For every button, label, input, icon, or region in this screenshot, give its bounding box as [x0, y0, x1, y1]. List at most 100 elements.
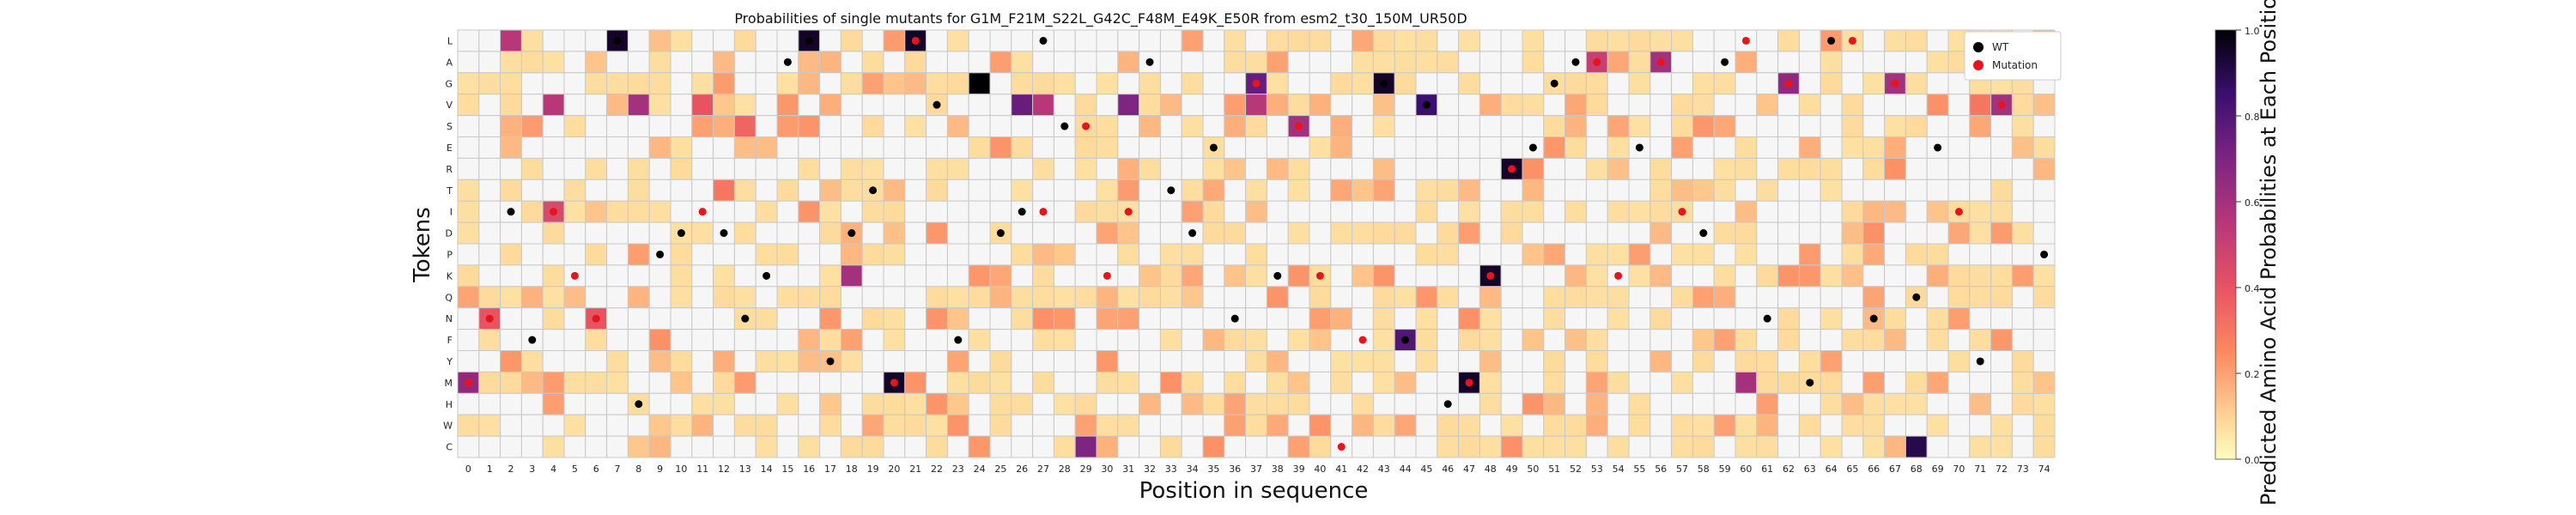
heatmap-cell [1117, 350, 1140, 373]
heatmap-cell [1181, 179, 1204, 202]
heatmap-cell [670, 115, 693, 138]
heatmap-cell [1692, 136, 1715, 159]
heatmap-cell [1352, 371, 1374, 394]
heatmap-cell [1479, 136, 1502, 159]
heatmap-cell [883, 136, 906, 159]
heatmap-cell [1309, 115, 1332, 138]
heatmap-cell [1841, 115, 1864, 138]
heatmap-cell [1352, 72, 1374, 95]
heatmap-cell [1352, 350, 1374, 373]
heatmap-cell [1096, 29, 1119, 52]
heatmap-cell [1245, 179, 1267, 202]
heatmap-cell [713, 435, 735, 458]
heatmap-cell [1735, 371, 1758, 394]
heatmap-cell [1671, 435, 1693, 458]
heatmap-cell [1458, 115, 1480, 138]
heatmap-cell [2011, 414, 2034, 437]
heatmap-cell [478, 29, 501, 52]
heatmap-cell [1352, 157, 1374, 180]
heatmap-cell [2032, 307, 2056, 330]
heatmap-cell [606, 94, 629, 117]
heatmap-cell [1926, 264, 1949, 288]
heatmap-cell [1245, 371, 1267, 394]
heatmap-cell [1543, 51, 1566, 74]
y-axis-label: Tokens [410, 207, 435, 283]
heatmap-cell [1543, 414, 1566, 437]
heatmap-cell [1905, 350, 1928, 373]
heatmap-cell [1543, 329, 1566, 352]
heatmap-cell [1735, 264, 1758, 288]
heatmap-cell [840, 350, 863, 373]
heatmap-cell [478, 243, 501, 266]
heatmap-cell [1415, 221, 1438, 245]
heatmap-cell [1479, 115, 1502, 138]
heatmap-cell [1607, 179, 1630, 202]
heatmap-cell [1287, 221, 1310, 245]
heatmap-cell [989, 179, 1012, 202]
heatmap-cell [2032, 200, 2056, 223]
heatmap-cell [1202, 72, 1225, 95]
heatmap-cell [1330, 72, 1353, 95]
heatmap-cell [1564, 392, 1587, 415]
wt-marker [720, 229, 728, 238]
heatmap-cell [926, 72, 948, 95]
heatmap-cell [946, 115, 969, 138]
heatmap-cell [1415, 200, 1438, 223]
heatmap-cell [1841, 179, 1864, 202]
heatmap-cell [520, 435, 544, 458]
y-tick-label: E [447, 142, 453, 154]
heatmap-cell [1649, 179, 1673, 202]
heatmap-cell [713, 157, 735, 180]
heatmap-cell [1735, 200, 1758, 223]
heatmap-cell [840, 392, 863, 415]
colorbar-tick-label: 0.8 [2245, 112, 2260, 123]
heatmap-cell [1458, 157, 1480, 180]
heatmap-cell [1309, 435, 1332, 458]
heatmap-cell [1947, 264, 1971, 288]
heatmap-cell [2032, 157, 2056, 180]
heatmap-cell [670, 29, 693, 52]
heatmap-cell [1074, 243, 1097, 266]
heatmap-cell [1117, 115, 1140, 138]
heatmap-cell [1905, 243, 1928, 266]
x-tick-label: 51 [1548, 464, 1560, 475]
heatmap-cell [755, 29, 778, 52]
heatmap-cell [1564, 136, 1587, 159]
heatmap-cell [861, 350, 884, 373]
heatmap-cell [1628, 350, 1651, 373]
heatmap-cell [1607, 115, 1630, 138]
heatmap-cell [861, 94, 884, 117]
heatmap-cell [713, 329, 735, 352]
heatmap-cell [1649, 136, 1673, 159]
heatmap-cell [861, 221, 884, 245]
heatmap-cell [798, 329, 821, 352]
heatmap-cell [883, 72, 906, 95]
heatmap-cell [1181, 200, 1204, 223]
heatmap-cell [670, 157, 693, 180]
heatmap-cell [755, 94, 778, 117]
x-tick-label: 6 [593, 464, 599, 475]
heatmap-cell [585, 136, 608, 159]
x-tick-label: 25 [994, 464, 1006, 475]
heatmap-cell [1543, 29, 1566, 52]
heatmap-cell [457, 136, 480, 159]
heatmap-cell [1074, 264, 1097, 288]
heatmap-cell [1905, 392, 1928, 415]
heatmap-cell [840, 72, 863, 95]
heatmap-cell [733, 329, 756, 352]
heatmap-cell [1884, 221, 1906, 245]
heatmap-cell [585, 157, 608, 180]
heatmap-cell [713, 350, 735, 373]
heatmap-cell [1671, 72, 1693, 95]
y-tick-label: R [446, 164, 453, 175]
heatmap-cell [1372, 115, 1395, 138]
heatmap-cell [1372, 200, 1395, 223]
heatmap-cell [840, 414, 863, 437]
heatmap-cell [1181, 243, 1204, 266]
heatmap-cell [755, 392, 778, 415]
heatmap-cell [1862, 29, 1886, 52]
heatmap-cell [1607, 392, 1630, 415]
y-tick-label: A [446, 57, 453, 68]
heatmap-cell [1309, 136, 1332, 159]
